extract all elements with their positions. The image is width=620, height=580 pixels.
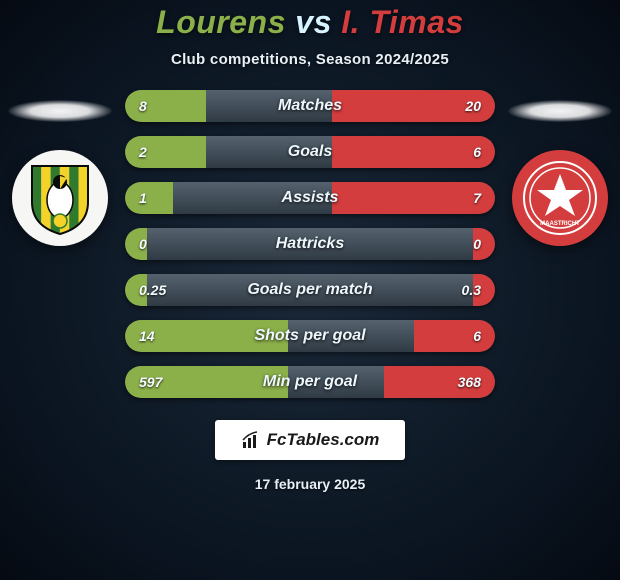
stat-value-right: 7 xyxy=(441,190,481,206)
stat-row: 0 Hattricks 0 xyxy=(125,228,495,260)
stat-row: 597 Min per goal 368 xyxy=(125,366,495,398)
stat-row: 1 Assists 7 xyxy=(125,182,495,214)
comparison-widget: Lourens vs I. Timas Club competitions, S… xyxy=(0,0,620,580)
stat-value-right: 0.3 xyxy=(441,282,481,298)
title-player1: Lourens xyxy=(156,4,286,40)
stat-overlay: 1 Assists 7 xyxy=(125,182,495,214)
stat-metric-label: Goals xyxy=(288,143,332,161)
stat-value-left: 0 xyxy=(139,236,179,252)
stat-value-left: 14 xyxy=(139,328,179,344)
stat-metric-label: Goals per match xyxy=(247,281,372,299)
stat-value-right: 368 xyxy=(441,374,481,390)
stat-metric-label: Assists xyxy=(282,189,339,207)
svg-text:MAASTRICHT: MAASTRICHT xyxy=(540,221,580,227)
stat-value-right: 6 xyxy=(441,144,481,160)
stat-value-left: 1 xyxy=(139,190,179,206)
stat-value-right: 6 xyxy=(441,328,481,344)
stat-row: 8 Matches 20 xyxy=(125,90,495,122)
comparison-body: 8 Matches 20 2 Goals 6 1 Assists 7 0 Hattricks 0 0.2… xyxy=(0,90,620,398)
stats-bars: 8 Matches 20 2 Goals 6 1 Assists 7 0 Hattricks 0 0.2… xyxy=(125,90,495,398)
stat-row: 0.25 Goals per match 0.3 xyxy=(125,274,495,306)
right-side: MAASTRICHT xyxy=(505,90,615,246)
fctables-logo-icon xyxy=(241,430,261,450)
subtitle: Club competitions, Season 2024/2025 xyxy=(171,51,449,68)
stat-overlay: 0 Hattricks 0 xyxy=(125,228,495,260)
stat-value-left: 597 xyxy=(139,374,179,390)
stat-metric-label: Hattricks xyxy=(276,235,344,253)
left-side xyxy=(5,90,115,246)
title-vs: vs xyxy=(295,4,332,40)
stat-overlay: 0.25 Goals per match 0.3 xyxy=(125,274,495,306)
player-shadow xyxy=(8,100,112,122)
title-player2: I. Timas xyxy=(341,4,464,40)
stat-row: 2 Goals 6 xyxy=(125,136,495,168)
stat-value-right: 20 xyxy=(441,98,481,114)
page-title: Lourens vs I. Timas xyxy=(156,4,464,41)
stat-overlay: 597 Min per goal 368 xyxy=(125,366,495,398)
brand-box[interactable]: FcTables.com xyxy=(215,420,406,460)
club-badge-right: MAASTRICHT xyxy=(512,150,608,246)
club-badge-left xyxy=(12,150,108,246)
mvv-maastricht-crest-icon: MAASTRICHT xyxy=(520,158,600,238)
player-shadow xyxy=(508,100,612,122)
stat-overlay: 8 Matches 20 xyxy=(125,90,495,122)
stat-metric-label: Shots per goal xyxy=(254,327,365,345)
stat-overlay: 14 Shots per goal 6 xyxy=(125,320,495,352)
stat-metric-label: Min per goal xyxy=(263,373,357,391)
stat-metric-label: Matches xyxy=(278,97,342,115)
ado-den-haag-crest-icon xyxy=(20,158,100,238)
stat-value-left: 0.25 xyxy=(139,282,179,298)
date-label: 17 february 2025 xyxy=(255,476,366,492)
stat-value-right: 0 xyxy=(441,236,481,252)
brand-label: FcTables.com xyxy=(267,430,380,450)
stat-row: 14 Shots per goal 6 xyxy=(125,320,495,352)
stat-value-left: 8 xyxy=(139,98,179,114)
stat-value-left: 2 xyxy=(139,144,179,160)
stat-overlay: 2 Goals 6 xyxy=(125,136,495,168)
